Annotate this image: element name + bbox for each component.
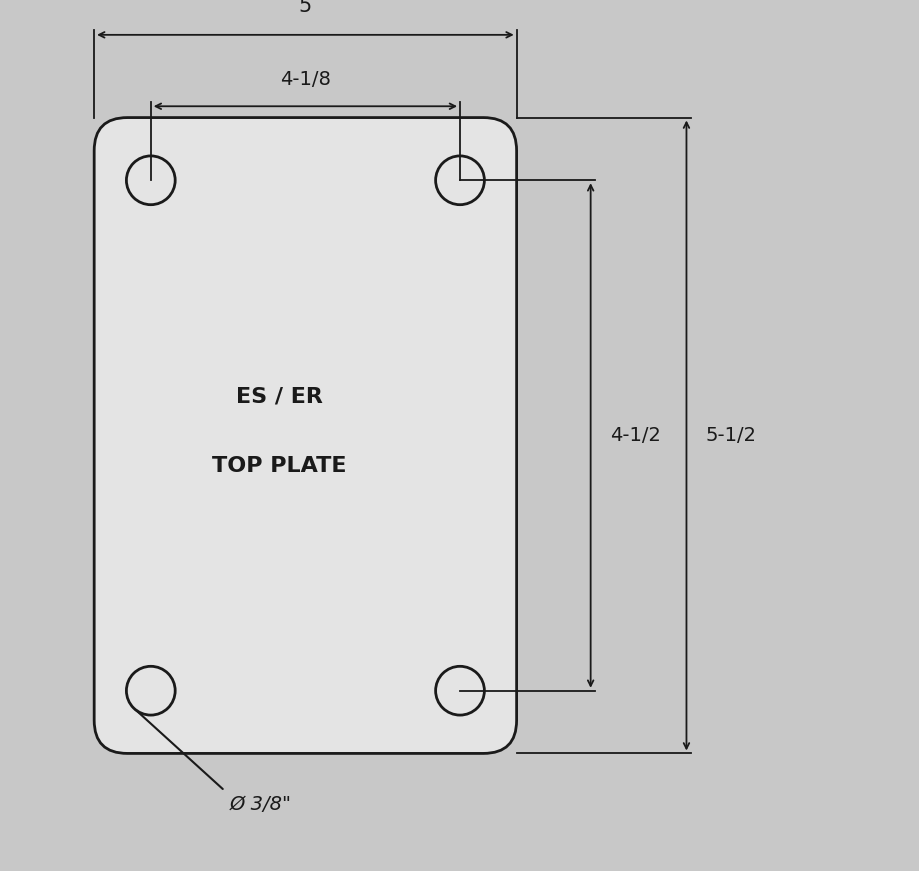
- Text: Ø 3/8": Ø 3/8": [229, 795, 291, 814]
- Text: TOP PLATE: TOP PLATE: [211, 456, 346, 476]
- FancyBboxPatch shape: [94, 118, 516, 753]
- Text: 5: 5: [299, 0, 312, 16]
- Text: ES / ER: ES / ER: [235, 387, 323, 406]
- Text: 4-1/2: 4-1/2: [609, 426, 660, 445]
- Text: 4-1/8: 4-1/8: [279, 70, 331, 89]
- Text: 5-1/2: 5-1/2: [705, 426, 755, 445]
